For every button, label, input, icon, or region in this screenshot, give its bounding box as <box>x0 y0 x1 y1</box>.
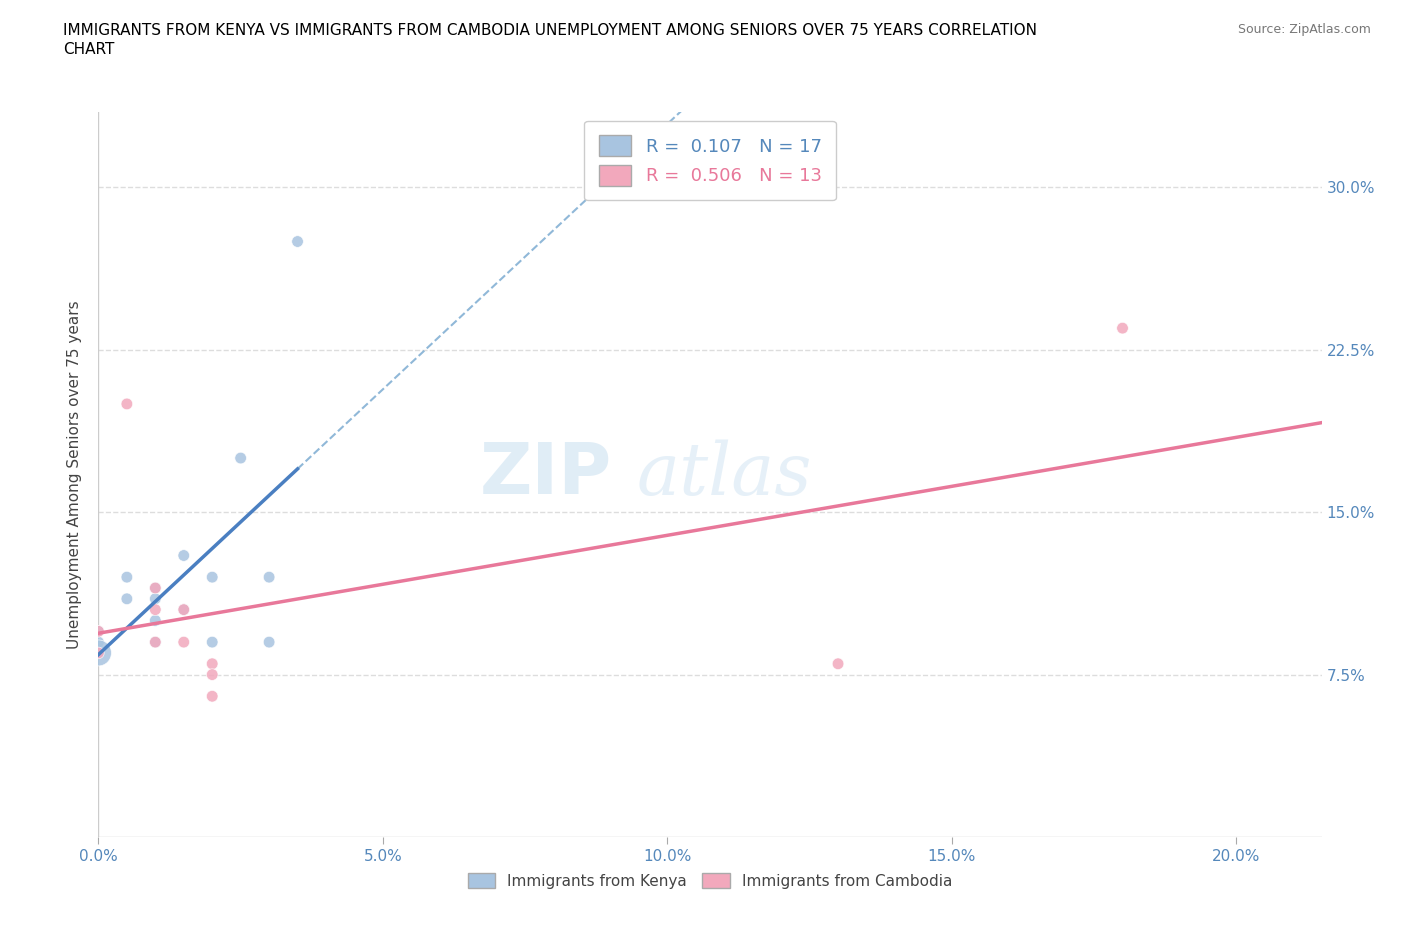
Point <box>143 580 166 595</box>
Legend: Immigrants from Kenya, Immigrants from Cambodia: Immigrants from Kenya, Immigrants from C… <box>461 867 959 895</box>
Text: IMMIGRANTS FROM KENYA VS IMMIGRANTS FROM CAMBODIA UNEMPLOYMENT AMONG SENIORS OVE: IMMIGRANTS FROM KENYA VS IMMIGRANTS FROM… <box>63 23 1038 38</box>
Point <box>115 396 138 411</box>
Point <box>87 624 110 639</box>
Point <box>143 634 166 649</box>
Point <box>87 624 110 639</box>
Point <box>115 570 138 585</box>
Point <box>201 570 224 585</box>
Text: Source: ZipAtlas.com: Source: ZipAtlas.com <box>1237 23 1371 36</box>
Point <box>173 603 195 618</box>
Point <box>201 689 224 704</box>
Point <box>257 570 280 585</box>
Text: CHART: CHART <box>63 42 115 57</box>
Point <box>143 591 166 606</box>
Point <box>201 667 224 682</box>
Point <box>143 603 166 618</box>
Y-axis label: Unemployment Among Seniors over 75 years: Unemployment Among Seniors over 75 years <box>67 300 83 648</box>
Point <box>173 603 195 618</box>
Point <box>827 657 849 671</box>
Point <box>143 580 166 595</box>
Point <box>201 657 224 671</box>
Point <box>1111 321 1133 336</box>
Text: ZIP: ZIP <box>479 440 612 509</box>
Point <box>173 548 195 563</box>
Text: atlas: atlas <box>637 439 813 510</box>
Point <box>87 634 110 649</box>
Point <box>143 613 166 628</box>
Point <box>87 645 110 660</box>
Point <box>143 634 166 649</box>
Point <box>173 634 195 649</box>
Point <box>115 591 138 606</box>
Point <box>257 634 280 649</box>
Point <box>229 451 252 466</box>
Point <box>287 234 309 249</box>
Point <box>201 634 224 649</box>
Point <box>87 645 110 660</box>
